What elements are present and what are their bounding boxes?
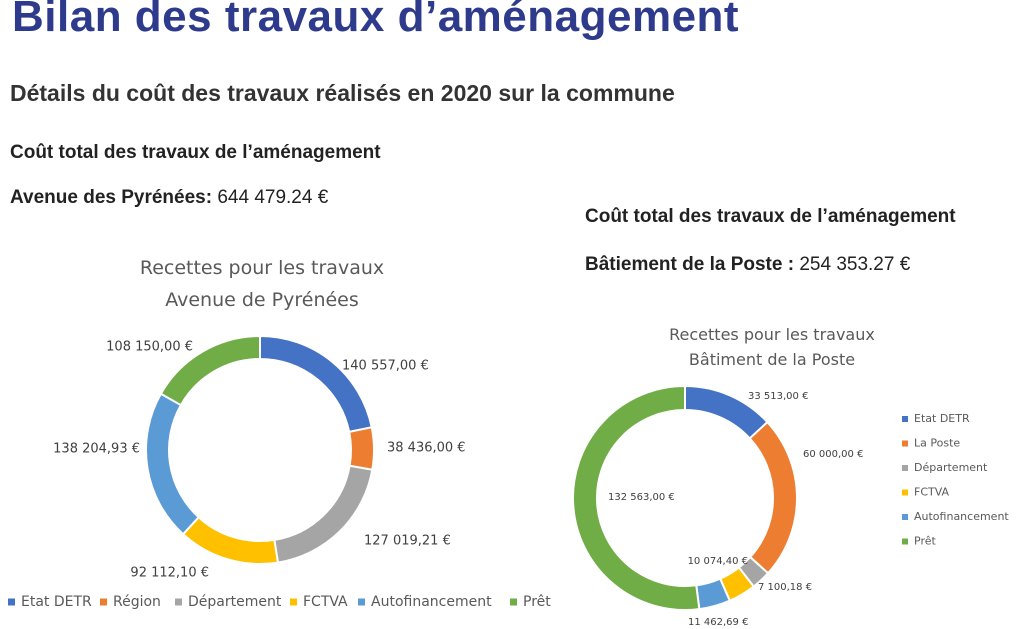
chart1-slice-etat-detr <box>259 334 373 434</box>
right-place-label: Bâtiement de la Poste : <box>585 254 795 275</box>
chart1-title-line-1: Recettes pour les travaux <box>140 257 384 279</box>
chart2-legend-swatch-departement <box>902 465 908 471</box>
left-section-heading: Coût total des travaux de l’aménagement <box>10 142 381 163</box>
chart1-data-label-pret: 108 150,00 € <box>106 340 193 355</box>
chart2-data-label-pret: 132 563,00 € <box>608 492 675 503</box>
chart2-data-label-autofinancement: 11 462,69 € <box>688 617 748 628</box>
chart1-data-label-departement: 127 019,21 € <box>364 534 451 549</box>
chart1-legend-label-etat-detr: Etat DETR <box>21 594 92 610</box>
chart2-legend-swatch-fctva <box>902 489 908 496</box>
chart1-slice-autofinancement <box>145 392 201 536</box>
left-section-total: Avenue des Pyrénées: 644 479.24 € <box>10 187 328 209</box>
chart1-legend-swatch-fctva <box>290 598 297 606</box>
chart2-legend-swatch-pret <box>902 538 908 545</box>
chart1-legend-swatch-autofinancement <box>358 598 365 606</box>
chart1-legend-label-pret: Prêt <box>523 594 551 610</box>
chart1-data-label-region: 38 436,00 € <box>387 441 466 456</box>
chart2-legend-label-fctva: FCTVA <box>914 486 950 499</box>
chart1-data-label-autofinancement: 138 204,93 € <box>53 442 140 457</box>
chart1-slice-departement <box>273 464 374 564</box>
chart2-data-label-fctva: 10 074,40 € <box>688 556 748 567</box>
chart2-slice-pret <box>572 384 701 611</box>
page-title: Bilan des travaux d’aménagement <box>12 0 740 41</box>
chart1-slice-region <box>347 426 375 471</box>
chart1-legend-swatch-region <box>100 598 107 606</box>
right-section-total: Bâtiement de la Poste : 254 353.27 € <box>585 254 910 276</box>
left-total-amount: 644 479.24 € <box>217 187 329 208</box>
chart1-legend-label-fctva: FCTVA <box>303 594 348 610</box>
chart2-title-line-1: Recettes pour les travaux <box>669 325 875 344</box>
chart1-title-line-2: Avenue de Pyrénées <box>165 289 359 311</box>
chart1-legend-label-autofinancement: Autofinancement <box>371 594 492 610</box>
chart1-legend-swatch-departement <box>175 598 182 606</box>
chart1-legend-swatch-etat-detr <box>8 598 15 606</box>
right-total-amount: 254 353.27 € <box>799 254 911 275</box>
chart2-legend-label-la-poste: La Poste <box>914 437 960 450</box>
chart2-data-label-la-poste: 60 000,00 € <box>803 449 863 460</box>
right-section-heading: Coût total des travaux de l’aménagement <box>585 206 956 227</box>
page-subtitle: Détails du coût des travaux réalisés en … <box>10 80 675 106</box>
chart1-legend-label-departement: Département <box>188 594 282 610</box>
chart2-legend-label-pret: Prêt <box>914 535 936 548</box>
chart1-slice-fctva <box>181 515 280 565</box>
chart2-legend-swatch-etat-detr <box>902 416 908 422</box>
chart2-legend-label-autofinancement: Autofinancement <box>914 510 1009 523</box>
chart1-legend-swatch-pret <box>510 598 517 606</box>
chart1-data-label-etat-detr: 140 557,00 € <box>342 359 429 374</box>
chart2-legend-swatch-la-poste <box>902 440 908 447</box>
chart2-slice-la-poste <box>748 420 798 575</box>
chart2-title-line-2: Bâtiment de la Poste <box>689 350 855 369</box>
chart2-data-label-departement: 7 100,18 € <box>758 582 812 593</box>
chart2-legend-label-departement: Département <box>914 461 988 474</box>
chart1-data-label-fctva: 92 112,10 € <box>130 566 209 581</box>
chart1-slice-pret <box>159 334 261 407</box>
chart2-data-label-etat-detr: 33 513,00 € <box>748 391 808 402</box>
chart2-legend-swatch-autofinancement <box>902 514 908 520</box>
chart1-legend-label-region: Région <box>113 594 161 610</box>
chart2-legend-label-etat-detr: Etat DETR <box>914 412 970 425</box>
left-place-label: Avenue des Pyrénées: <box>10 187 213 208</box>
